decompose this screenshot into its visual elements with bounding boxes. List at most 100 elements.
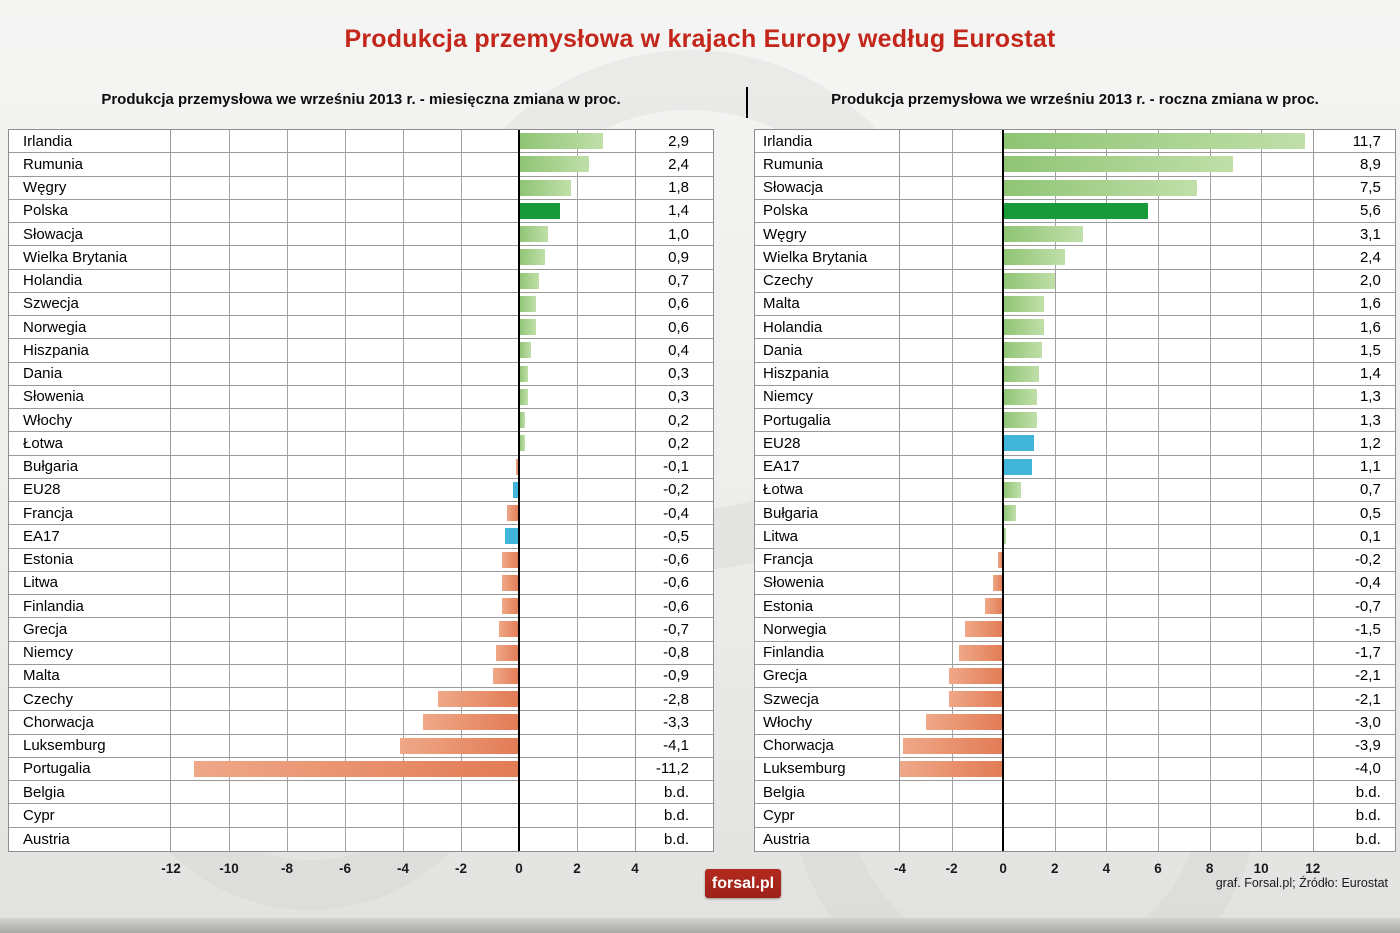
value-bar: [1003, 481, 1022, 498]
value-label: 0,5: [1312, 502, 1395, 525]
country-label: Portugalia: [9, 757, 171, 780]
gridline: [345, 130, 346, 851]
bar-plot-cell: [900, 386, 1313, 408]
value-label: -0,6: [635, 548, 713, 571]
value-bar: [501, 598, 519, 614]
value-label: 7,5: [1312, 176, 1395, 199]
country-label: Belgia: [755, 781, 900, 804]
country-label: Włochy: [9, 409, 171, 432]
value-label: 0,3: [635, 385, 713, 408]
country-label: Austria: [9, 827, 171, 851]
bar-plot-cell: [900, 200, 1313, 222]
value-bar: [501, 574, 519, 591]
value-bar: [495, 644, 519, 661]
country-label: Finlandia: [755, 641, 900, 664]
chart-row: Portugalia -11,2: [9, 757, 713, 781]
value-bar: [400, 737, 519, 754]
value-bar: [519, 156, 589, 173]
chart-row: Cypr b.d.: [9, 804, 713, 828]
value-bar: [1003, 249, 1066, 266]
country-label: Litwa: [755, 525, 900, 548]
chart-row: Hiszpania 1,4: [755, 362, 1395, 386]
country-label: Luksemburg: [755, 757, 900, 780]
chart-row: Słowacja 7,5: [755, 176, 1395, 200]
value-bar: [1003, 342, 1042, 359]
country-label: Irlandia: [755, 130, 900, 153]
chart-row: Estonia -0,7: [755, 595, 1395, 619]
bar-plot-cell: [900, 223, 1313, 245]
country-label: Luksemburg: [9, 734, 171, 757]
country-label: Malta: [755, 292, 900, 315]
value-bar: [925, 714, 1004, 731]
chart-row: Francja -0,2: [755, 548, 1395, 572]
value-label: -2,1: [1312, 688, 1395, 711]
country-label: Niemcy: [9, 641, 171, 664]
chart-row: Chorwacja -3,3: [9, 711, 713, 735]
country-label: Szwecja: [755, 688, 900, 711]
gridline: [1209, 130, 1211, 851]
bar-plot-cell: [900, 572, 1313, 594]
bar-plot-cell: [171, 642, 635, 664]
bar-plot-cell: [171, 409, 635, 431]
chart-row: Wielka Brytania 2,4: [755, 246, 1395, 270]
axis-tick-label: 4: [631, 860, 639, 876]
chart-row: Szwecja 0,6: [9, 292, 713, 316]
footer-credit: graf. Forsal.pl; Źródło: Eurostat: [1215, 876, 1388, 890]
bar-plot-cell: [171, 432, 635, 454]
axis-tick-label: -2: [945, 860, 958, 876]
bar-plot-cell: [900, 293, 1313, 315]
title-divider: [746, 87, 748, 118]
country-label: Cypr: [9, 804, 171, 827]
value-label: -0,5: [635, 525, 713, 548]
axis-tick-label: -2: [454, 860, 468, 876]
value-label: 1,6: [1312, 316, 1395, 339]
country-label: Czechy: [9, 688, 171, 711]
bar-plot-cell: [900, 177, 1313, 199]
value-label: -0,7: [1312, 595, 1395, 618]
value-bar: [507, 505, 519, 521]
axis-tick-label: 0: [999, 860, 1007, 876]
value-bar: [423, 714, 519, 731]
value-label: 5,6: [1312, 199, 1395, 222]
bar-plot-cell: [900, 665, 1313, 687]
value-bar: [519, 179, 572, 196]
bar-plot-cell: [900, 409, 1313, 431]
bar-plot-cell: [171, 572, 635, 594]
value-bar: [519, 249, 546, 266]
axis-tick-label: 2: [573, 860, 581, 876]
chart-annual-title: Produkcja przemysłowa we wrześniu 2013 r…: [831, 91, 1319, 108]
value-label: 1,4: [1312, 362, 1395, 385]
value-bar: [437, 691, 519, 707]
chart-row: EU28 1,2: [755, 432, 1395, 456]
chart-monthly-title: Produkcja przemysłowa we wrześniu 2013 r…: [101, 91, 621, 108]
country-label: Węgry: [9, 176, 171, 199]
value-bar: [519, 435, 525, 452]
value-label: 1,1: [1312, 455, 1395, 478]
value-label: -4,0: [1312, 757, 1395, 780]
chart-row: EU28 -0,2: [9, 478, 713, 502]
country-label: Słowenia: [9, 385, 171, 408]
axis-tick-label: -4: [396, 860, 410, 876]
chart-row: Bułgaria -0,1: [9, 455, 713, 479]
chart-monthly: Irlandia 2,9 Rumunia 2,4 Węgry 1,8 Polska 1,4 Sł…: [8, 129, 714, 852]
bar-plot-cell: [171, 386, 635, 408]
chart-row: Bułgaria 0,5: [755, 502, 1395, 526]
bar-plot-cell: [900, 618, 1313, 640]
chart-row: Rumunia 2,4: [9, 153, 713, 177]
bar-plot-cell: [171, 200, 635, 222]
chart-row: Polska 5,6: [755, 199, 1395, 223]
gridline: [461, 130, 462, 851]
bar-plot-cell: [900, 502, 1313, 524]
axis-tick-label: 0: [515, 860, 523, 876]
chart-row: Belgia b.d.: [9, 781, 713, 805]
axis-tick-label: 8: [1205, 860, 1214, 876]
value-bar: [519, 412, 525, 428]
value-label: 0,6: [635, 292, 713, 315]
country-label: Węgry: [755, 223, 900, 246]
country-label: Irlandia: [9, 130, 171, 153]
value-bar: [492, 667, 519, 684]
bar-plot-cell: [900, 758, 1313, 780]
value-label: -2,8: [635, 688, 713, 711]
country-label: Holandia: [755, 316, 900, 339]
value-bar: [1003, 202, 1148, 219]
